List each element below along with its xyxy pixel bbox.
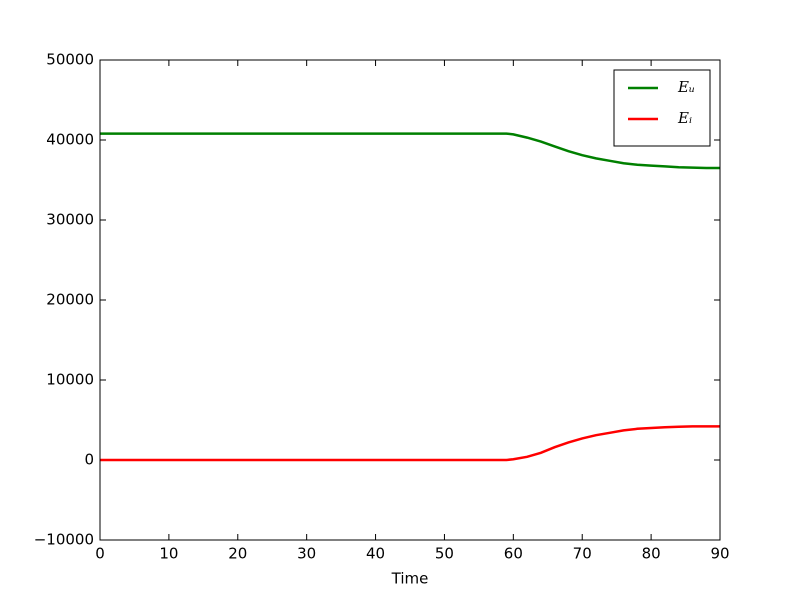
data-line	[100, 132, 720, 170]
x-tick-label: 50	[435, 545, 454, 563]
legend-label: Eᵤ	[677, 78, 695, 96]
y-tick-label: 0	[84, 451, 94, 469]
data-line	[100, 425, 720, 462]
x-tick-label: 0	[95, 545, 105, 563]
legend-label: Eᵢ	[677, 109, 692, 127]
x-tick-label: 80	[642, 545, 661, 563]
y-tick-label: 20000	[46, 291, 94, 309]
plot-frame	[99, 59, 721, 541]
x-tick-label: 70	[573, 545, 592, 563]
x-tick-label: 90	[710, 545, 729, 563]
y-tick-label: 50000	[46, 51, 94, 69]
y-tick-label: 40000	[46, 131, 94, 149]
x-tick-label: 60	[504, 545, 523, 563]
x-axis-label: Time	[391, 570, 429, 588]
y-tick-label: −10000	[34, 531, 94, 549]
legend-box	[613, 69, 711, 147]
x-tick-label: 20	[228, 545, 247, 563]
x-tick-label: 40	[366, 545, 385, 563]
x-tick-label: 30	[297, 545, 316, 563]
y-tick-label: 10000	[46, 371, 94, 389]
y-tick-label: 30000	[46, 211, 94, 229]
x-tick-label: 10	[159, 545, 178, 563]
